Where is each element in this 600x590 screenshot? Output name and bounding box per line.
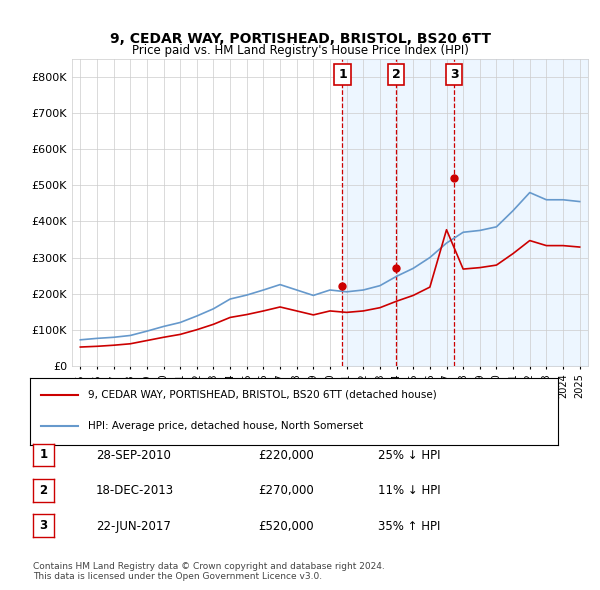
Text: 9, CEDAR WAY, PORTISHEAD, BRISTOL, BS20 6TT (detached house): 9, CEDAR WAY, PORTISHEAD, BRISTOL, BS20 … [88, 389, 437, 399]
Text: £270,000: £270,000 [258, 484, 314, 497]
Text: 1: 1 [40, 448, 47, 461]
Text: 2: 2 [40, 484, 47, 497]
Text: 28-SEP-2010: 28-SEP-2010 [96, 449, 171, 462]
Text: 3: 3 [450, 68, 458, 81]
Text: HPI: Average price, detached house, North Somerset: HPI: Average price, detached house, Nort… [88, 421, 364, 431]
Text: 25% ↓ HPI: 25% ↓ HPI [378, 449, 440, 462]
Text: This data is licensed under the Open Government Licence v3.0.: This data is licensed under the Open Gov… [33, 572, 322, 581]
Text: 11% ↓ HPI: 11% ↓ HPI [378, 484, 440, 497]
Text: 22-JUN-2017: 22-JUN-2017 [96, 520, 171, 533]
Text: 18-DEC-2013: 18-DEC-2013 [96, 484, 174, 497]
Text: £220,000: £220,000 [258, 449, 314, 462]
Text: Price paid vs. HM Land Registry's House Price Index (HPI): Price paid vs. HM Land Registry's House … [131, 44, 469, 57]
Text: £520,000: £520,000 [258, 520, 314, 533]
Text: 1: 1 [338, 68, 347, 81]
Text: 35% ↑ HPI: 35% ↑ HPI [378, 520, 440, 533]
Text: 9, CEDAR WAY, PORTISHEAD, BRISTOL, BS20 6TT: 9, CEDAR WAY, PORTISHEAD, BRISTOL, BS20 … [110, 32, 491, 47]
Text: Contains HM Land Registry data © Crown copyright and database right 2024.: Contains HM Land Registry data © Crown c… [33, 562, 385, 571]
Text: 3: 3 [40, 519, 47, 532]
Text: 2: 2 [392, 68, 400, 81]
